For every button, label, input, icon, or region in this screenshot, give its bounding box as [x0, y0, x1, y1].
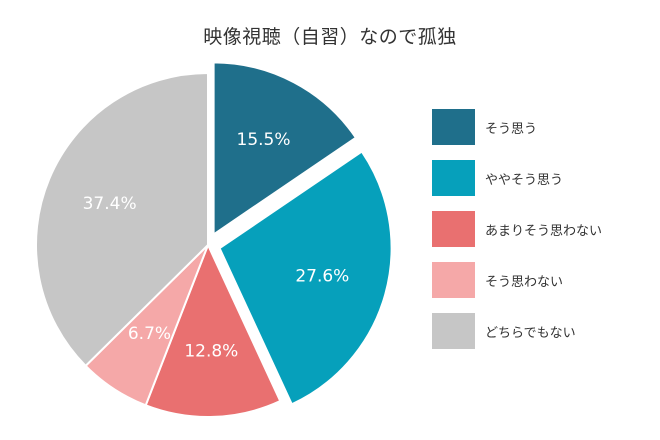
data-label-disagree: 6.7%: [128, 324, 171, 344]
data-label-strongly-agree: 15.5%: [237, 130, 291, 150]
pie-slice-strongly-agree: [212, 61, 358, 237]
data-label-somewhat-agree: 27.6%: [295, 267, 349, 287]
pie-slice-neutral: [35, 71, 209, 368]
legend-label: どちらでもない: [485, 325, 576, 341]
legend-item-disagree: そう思わない: [432, 262, 602, 298]
legend-swatch: [432, 262, 475, 298]
legend-item-strongly-agree: そう思う: [432, 109, 602, 145]
legend-label: ややそう思う: [485, 172, 564, 188]
legend-item-somewhat-agree: ややそう思う: [432, 160, 602, 196]
legend-item-somewhat-disagree: あまりそう思わない: [432, 211, 602, 247]
data-label-neutral: 37.4%: [83, 194, 137, 214]
legend-swatch: [432, 160, 475, 196]
pie-slice-somewhat-disagree: [144, 242, 282, 418]
legend-item-neutral: どちらでもない: [432, 313, 602, 349]
pie-slice-somewhat-agree: [218, 150, 393, 406]
legend-swatch: [432, 313, 475, 349]
legend-label: そう思わない: [485, 274, 564, 290]
data-label-somewhat-disagree: 12.8%: [184, 342, 238, 362]
chart-title: 映像視聴（自習）なので孤独: [203, 26, 457, 48]
legend-swatch: [432, 211, 475, 247]
legend-label: あまりそう思わない: [485, 223, 603, 239]
legend: そう思う ややそう思う あまりそう思わない そう思わない どちらでもない: [432, 109, 602, 364]
legend-swatch: [432, 109, 475, 145]
legend-label: そう思う: [485, 121, 538, 137]
